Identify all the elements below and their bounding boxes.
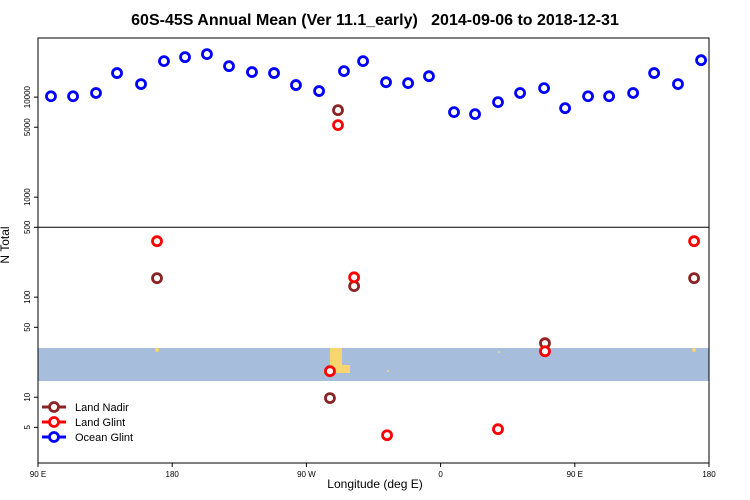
point [402, 77, 414, 90]
y-axis-label: N Total [0, 226, 12, 263]
point [268, 67, 280, 79]
legend: Land Nadir Land Glint Ocean Glint [42, 401, 133, 444]
point [348, 271, 361, 284]
legend-label: Ocean Glint [75, 432, 133, 444]
point [67, 90, 79, 103]
point [423, 70, 435, 83]
legend-label: Land Nadir [75, 402, 129, 414]
point [290, 79, 302, 91]
point [688, 272, 700, 285]
chart-title: 60S-45S Annual Mean (Ver 11.1_early) 201… [131, 12, 619, 29]
point [332, 119, 344, 132]
point [151, 235, 163, 248]
point [492, 423, 504, 436]
point [381, 429, 393, 442]
point [672, 78, 684, 90]
point [695, 54, 707, 67]
point [313, 85, 325, 97]
x-tick-label: 180 [166, 470, 180, 479]
point [223, 60, 235, 73]
legend-marker [48, 416, 60, 428]
point [492, 96, 504, 109]
land-blobs [155, 348, 696, 373]
y-tick-label: 100 [23, 290, 32, 304]
legend-marker [48, 401, 60, 413]
point [151, 272, 163, 285]
point [582, 90, 594, 103]
map-strip [38, 348, 709, 381]
point [246, 66, 258, 78]
point [514, 87, 526, 99]
y-tick-label: 10000 [23, 85, 32, 108]
y-tick-label: 500 [23, 220, 32, 234]
point [179, 51, 191, 64]
plot-frame [37, 37, 710, 464]
point [135, 78, 147, 90]
point [45, 90, 57, 103]
point [324, 392, 336, 404]
y-tick-label: 10 [23, 392, 32, 401]
y-tick-label: 50 [23, 322, 32, 331]
x-tick-label: 90 E [30, 470, 46, 479]
point [158, 55, 170, 68]
point [324, 365, 336, 378]
point [469, 108, 481, 121]
point [357, 55, 369, 68]
point [559, 102, 572, 115]
point [90, 87, 102, 99]
x-tick-label: 0 [438, 470, 443, 479]
x-axis-label: Longitude (deg E) [327, 477, 422, 491]
point [448, 106, 460, 119]
x-tick-label: 90 E [567, 470, 583, 479]
point [539, 345, 551, 358]
y-tick-label: 1000 [23, 188, 32, 206]
point [332, 104, 344, 117]
y-tick-label: 5000 [23, 118, 32, 136]
point [538, 82, 550, 95]
x-tick-label: 90 W [297, 470, 316, 479]
point [603, 90, 615, 103]
point [201, 48, 213, 61]
point [111, 67, 123, 79]
legend-marker [48, 431, 60, 443]
x-tick-label: 180 [702, 470, 716, 479]
y-tick-label: 5 [23, 425, 32, 430]
point [338, 65, 350, 78]
point [688, 235, 700, 248]
point [648, 67, 661, 79]
point [380, 76, 392, 89]
point [627, 87, 640, 99]
legend-label: Land Glint [75, 417, 125, 429]
